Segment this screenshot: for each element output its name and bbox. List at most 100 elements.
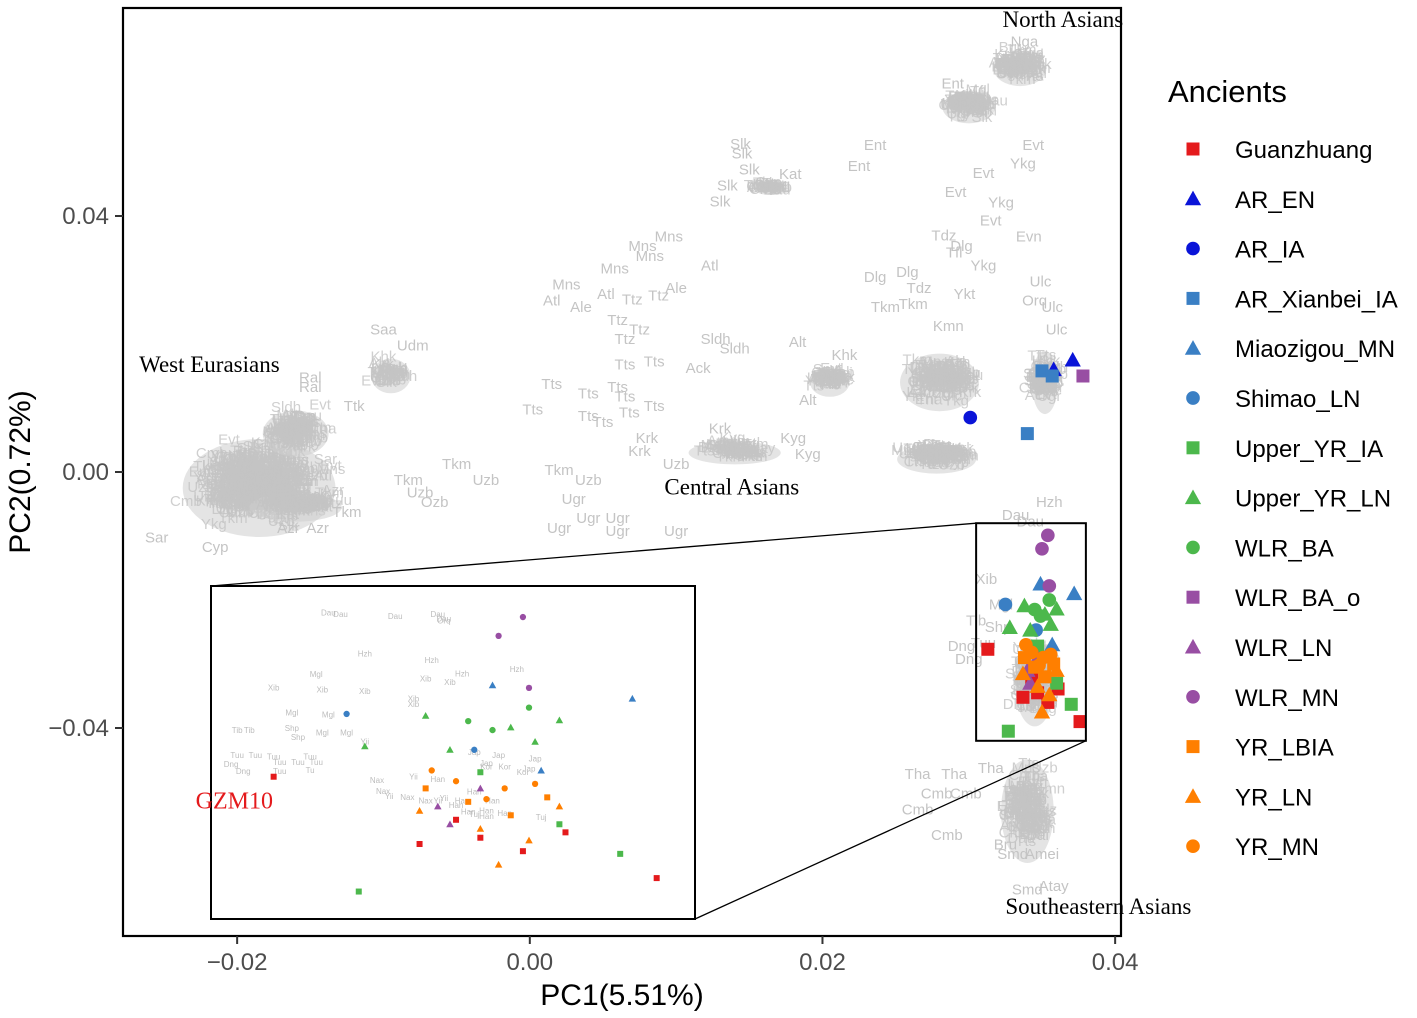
modern-label-khk: Khk	[831, 347, 857, 364]
cluster-label: Ulc	[1006, 789, 1028, 806]
point-yr-ln	[1014, 665, 1032, 681]
modern-label-ttk: Ttk	[344, 398, 365, 415]
cluster-label: Mns	[759, 177, 787, 194]
cluster-label: Tts	[275, 418, 296, 435]
cluster-label: Ral	[728, 443, 751, 460]
modern-label-dng: Dng	[948, 638, 976, 655]
legend-key-wlr-ln	[1184, 638, 1202, 654]
cluster-label: Tuu	[932, 377, 957, 394]
cluster-label: Sldh	[204, 479, 234, 496]
cluster-label: Ugr	[807, 369, 831, 386]
cluster-label: Evn	[910, 382, 936, 399]
cluster-label: Sldh	[965, 96, 995, 113]
cluster-label: Ugr	[202, 457, 226, 474]
cluster-label: Ugr	[927, 441, 951, 458]
cluster-label: Tfl	[379, 362, 396, 379]
modern-label-ykg: Ykg	[971, 257, 997, 274]
cluster-label: Alt	[994, 55, 1012, 72]
cluster-label: Ack	[257, 461, 283, 478]
cluster-label: Evn	[269, 428, 295, 445]
cluster-label: Kyg	[263, 480, 289, 497]
inset-label-xib: Xib	[408, 694, 420, 703]
legend-label-upper-yr-ln: Upper_YR_LN	[1235, 486, 1391, 513]
inset-label-han: Han	[449, 801, 464, 810]
legend-key-shimao-ln	[1186, 391, 1200, 405]
cluster-label: Cmb	[1016, 818, 1048, 835]
modern-label-slk: Slk	[732, 145, 753, 162]
cluster-label: Azr	[230, 456, 253, 473]
cluster-label: Ent	[224, 488, 247, 505]
cluster-label: Tkm	[278, 489, 307, 506]
cluster-label: Tdz	[962, 103, 987, 120]
cluster-label: Tts	[919, 378, 940, 395]
cluster-label: Atl	[297, 418, 315, 435]
modern-label-evn: Evn	[1016, 229, 1042, 246]
inset-label-yii: Yii	[361, 737, 370, 746]
cluster-label: Ugr	[274, 418, 298, 435]
cluster-label: Uzb	[939, 369, 966, 386]
inset-point-yr-mn	[452, 778, 460, 785]
cluster-label: Saa	[196, 468, 223, 485]
cluster-label: Evt	[937, 378, 960, 395]
point-yr-ln	[1048, 662, 1065, 677]
modern-label-dlg: Dlg	[950, 238, 973, 255]
cluster-label: Tts	[931, 437, 952, 454]
cluster-label: Uzb	[1031, 760, 1058, 777]
cluster-label: Smd	[268, 464, 299, 481]
cluster-label: Tts	[694, 443, 715, 460]
cluster-label: Krk	[209, 489, 232, 506]
cluster-label: Tha	[753, 175, 780, 192]
modern-label-ykg: Ykg	[988, 195, 1014, 212]
point-yr-lbia	[1038, 670, 1052, 684]
cluster-label: Tts	[928, 455, 949, 472]
cluster-label: Ugr	[997, 65, 1021, 82]
cluster-label: Tha	[214, 474, 241, 491]
cluster-label: Ugr	[759, 179, 783, 196]
cluster-label: Amei	[750, 178, 784, 195]
cluster-label: Ttz	[924, 445, 945, 462]
cluster-label: Xib	[936, 447, 958, 464]
cluster-label: Ttz	[251, 469, 272, 486]
cluster-label: Hzh	[280, 415, 307, 432]
cluster-label: Dlg	[265, 499, 288, 516]
inset-label-han: Han	[497, 809, 512, 818]
cluster-label: Orq	[1016, 48, 1041, 65]
region-label-central-asians: Central Asians	[664, 474, 799, 499]
cluster-label: Slk	[1012, 796, 1033, 813]
inset-label-kor: Kor	[480, 763, 493, 772]
cluster-label: Krk	[1036, 382, 1059, 399]
cluster-label: Smd	[910, 370, 941, 387]
cluster-label: Sar	[211, 462, 234, 479]
cluster-label: Tts	[919, 359, 940, 376]
cluster-label: Bru	[927, 366, 950, 383]
cluster-label: Cmb	[285, 419, 317, 436]
cluster-label: Tts	[277, 479, 298, 496]
inset-point-yr-mn	[501, 785, 508, 792]
cluster-label: Evt	[218, 432, 241, 449]
cluster-label: Tuu	[252, 471, 277, 488]
cluster-label: Evt	[219, 488, 242, 505]
cluster-label: Azr	[1021, 57, 1044, 74]
cluster-label: Ttz	[1029, 377, 1050, 394]
cluster-label: Dlg	[814, 372, 837, 389]
inset-label-tib: Tib	[244, 726, 255, 735]
modern-label-ugr: Ugr	[664, 523, 688, 540]
cluster-label: Krk	[951, 440, 974, 457]
modern-label-cmb: Cmb	[902, 801, 934, 818]
cluster-label: Slk	[241, 491, 262, 508]
cluster-label: Dlg	[698, 439, 721, 456]
cluster-label: Uzb	[926, 369, 953, 386]
cluster-label: Slk	[744, 445, 765, 462]
modern-label-nga: Nga	[1011, 33, 1039, 50]
modern-label-uzb: Uzb	[473, 472, 500, 489]
cluster-label: Sldh	[227, 457, 257, 474]
cluster-label: Bru	[1020, 826, 1043, 843]
cluster-label: Sldh	[957, 92, 987, 109]
cluster-label: Slk	[920, 374, 941, 391]
cluster-label: Lah	[706, 436, 731, 453]
cluster-label: Tkm	[261, 474, 290, 491]
cluster-label: Krk	[1006, 61, 1029, 78]
cluster-label: Tfl	[970, 100, 987, 117]
cluster-label: Tib	[1002, 797, 1022, 814]
cluster-label: Tha	[311, 420, 338, 437]
